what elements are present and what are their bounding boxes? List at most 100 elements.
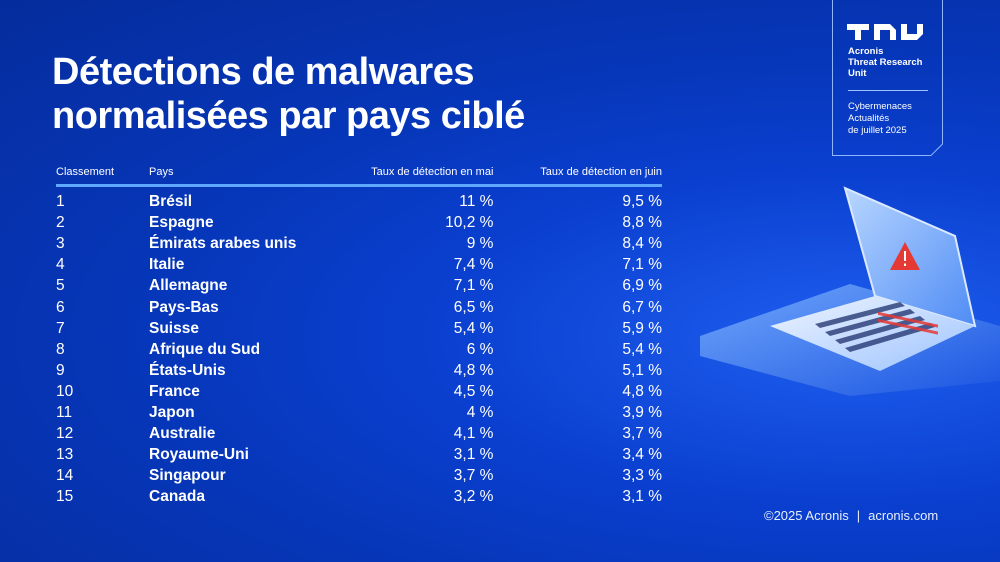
country-cell: Australie [149,425,216,443]
table-row: 10 France 4,5 % 4,8 % [56,381,662,402]
table-row: 2 Espagne 10,2 % 8,8 % [56,212,662,233]
may-rate-cell: 7,4 % [453,256,494,274]
may-rate-cell: 3,7 % [453,467,494,485]
brand-name-line-2: Threat Research [848,57,923,68]
header-may-rate: Taux de détection en mai [324,160,494,187]
table-row: 11 Japon 4 % 3,9 % [56,402,662,423]
rank-cell: 1 [56,193,65,211]
country-cell: Suisse [149,319,199,337]
june-rate-cell: 9,5 % [622,193,662,211]
table-row: 15 Canada 3,2 % 3,1 % [56,486,662,507]
rank-cell: 5 [56,277,65,295]
may-rate-cell: 7,1 % [453,277,494,295]
rank-cell: 6 [56,298,65,316]
may-rate-cell: 9 % [466,235,494,253]
june-rate-cell: 8,8 % [622,214,662,232]
country-cell: Japon [149,403,195,421]
rank-cell: 13 [56,446,74,464]
footer-website: acronis.com [868,508,939,523]
may-rate-cell: 4,8 % [453,361,494,379]
rank-cell: 11 [56,403,73,421]
report-line-3: de juillet 2025 [848,125,907,136]
may-rate-cell: 11 % [459,193,494,211]
table-header-row: Classement Pays Taux de détection en mai… [56,160,662,187]
may-rate-cell: 10,2 % [445,214,494,232]
table-row: 7 Suisse 5,4 % 5,9 % [56,318,662,339]
country-cell: Canada [149,488,205,506]
june-rate-cell: 5,9 % [622,319,662,337]
brand-name: Acronis Threat Research Unit [848,46,922,79]
may-rate-cell: 4 % [466,403,494,421]
report-line-1: Cybermenaces [848,101,912,112]
june-rate-cell: 7,1 % [622,256,662,274]
rank-cell: 8 [56,340,65,358]
detection-table: Classement Pays Taux de détection en mai… [56,160,662,507]
table-row: 6 Pays-Bas 6,5 % 6,7 % [56,296,662,317]
brand-frame [832,0,943,156]
june-rate-cell: 3,7 % [622,425,662,443]
country-cell: États-Unis [149,361,226,379]
table-row: 3 Émirats arabes unis 9 % 8,4 % [56,233,662,254]
may-rate-cell: 3,2 % [453,488,494,506]
may-rate-cell: 3,1 % [453,446,494,464]
report-line-2: Actualités [848,113,890,124]
rank-cell: 7 [56,319,65,337]
country-cell: Singapour [149,467,226,485]
rank-cell: 4 [56,256,65,274]
june-rate-cell: 8,4 % [622,235,662,253]
june-rate-cell: 6,7 % [622,298,662,316]
june-rate-cell: 3,3 % [622,467,662,485]
tru-brand-panel: Acronis Threat Research Unit Cybermenace… [832,0,943,156]
country-cell: Italie [149,256,185,274]
may-rate-cell: 4,1 % [453,425,494,443]
may-rate-cell: 6,5 % [453,298,494,316]
footer-copyright: ©2025 Acronis [764,508,849,523]
brand-divider [848,90,928,91]
table-row: 12 Australie 4,1 % 3,7 % [56,423,662,444]
june-rate-cell: 5,4 % [622,340,662,358]
rank-cell: 15 [56,488,74,506]
header-country: Pays [149,160,324,187]
country-cell: Espagne [149,214,214,232]
table-row: 4 Italie 7,4 % 7,1 % [56,254,662,275]
table-body: 1 Brésil 11 % 9,5 % 2 Espagne 10,2 % 8,8 % 3 Émir… [56,186,662,508]
rank-cell: 2 [56,214,65,232]
table-row: 1 Brésil 11 % 9,5 % [56,186,662,213]
table-row: 14 Singapour 3,7 % 3,3 % [56,465,662,486]
may-rate-cell: 5,4 % [453,319,494,337]
table-row: 8 Afrique du Sud 6 % 5,4 % [56,339,662,360]
may-rate-cell: 6 % [466,340,494,358]
rank-cell: 3 [56,235,65,253]
may-rate-cell: 4,5 % [453,382,494,400]
laptop-warning-illustration [700,186,1000,396]
table-row: 5 Allemagne 7,1 % 6,9 % [56,275,662,296]
june-rate-cell: 3,9 % [622,403,662,421]
june-rate-cell: 4,8 % [622,382,662,400]
header-rank: Classement [56,160,149,187]
rank-cell: 10 [56,382,74,400]
report-label: Cybermenaces Actualités de juillet 2025 [848,101,912,137]
footer: ©2025 Acronis | acronis.com [764,508,938,523]
rank-cell: 14 [56,467,74,485]
june-rate-cell: 3,4 % [622,446,662,464]
country-cell: Royaume-Uni [149,446,249,464]
country-cell: France [149,382,200,400]
country-cell: Pays-Bas [149,298,219,316]
keyboard-keys [815,302,935,352]
june-rate-cell: 3,1 % [622,488,662,506]
table-row: 9 États-Unis 4,8 % 5,1 % [56,360,662,381]
brand-name-line-1: Acronis [848,46,884,57]
tru-logo-icon [847,24,923,40]
page-title: Détections de malwares normalisées par p… [52,50,672,138]
table-row: 13 Royaume-Uni 3,1 % 3,4 % [56,444,662,465]
country-cell: Allemagne [149,277,228,295]
june-rate-cell: 5,1 % [622,361,662,379]
country-cell: Émirats arabes unis [149,235,297,253]
rank-cell: 12 [56,425,74,443]
title-line-1: Détections de malwares [52,51,474,93]
title-line-2: normalisées par pays ciblé [52,95,525,137]
alert-stripes [878,311,938,335]
rank-cell: 9 [56,361,65,379]
june-rate-cell: 6,9 % [622,277,662,295]
footer-separator: | [856,508,861,523]
